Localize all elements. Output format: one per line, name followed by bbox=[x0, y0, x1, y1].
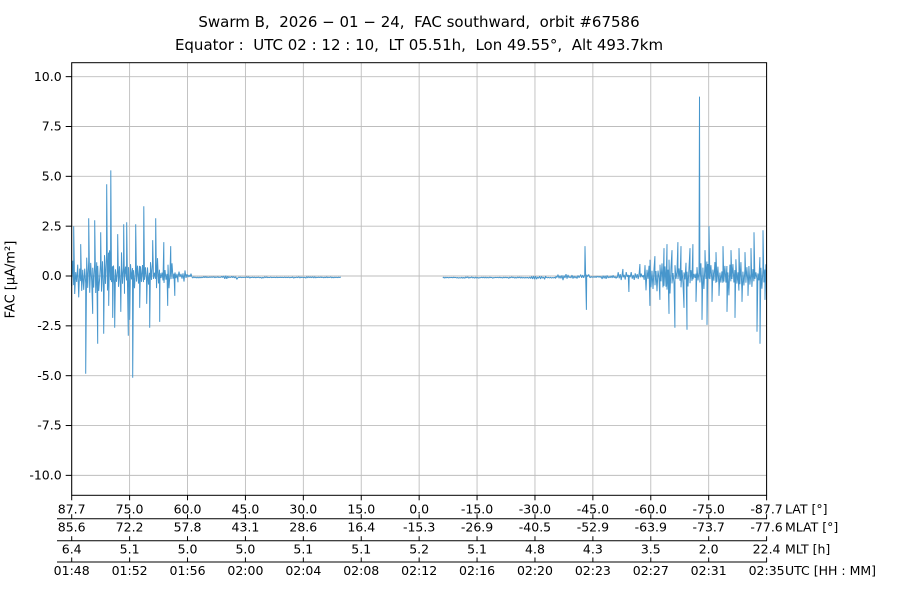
y-tick-label: 2.5 bbox=[42, 218, 62, 233]
x-tick-label-lat: -45.0 bbox=[577, 502, 609, 517]
x-tick-label-mlat: 85.6 bbox=[58, 520, 86, 535]
x-tick-label-mlt: 5.0 bbox=[235, 542, 255, 557]
x-tick-label-lat: 15.0 bbox=[347, 502, 375, 517]
x-tick-label-utc: 02:23 bbox=[575, 563, 611, 578]
y-tick-label: -2.5 bbox=[37, 318, 61, 333]
x-axis-row-name-mlt: MLT [h] bbox=[785, 542, 830, 557]
x-tick-label-lat: -87.7 bbox=[750, 502, 782, 517]
y-tick-label: 0.0 bbox=[42, 268, 62, 283]
y-tick-label: 7.5 bbox=[42, 119, 62, 134]
x-tick-label-utc: 02:35 bbox=[749, 563, 785, 578]
x-tick-label-mlt: 5.1 bbox=[467, 542, 487, 557]
x-tick-label-lat: -30.0 bbox=[519, 502, 551, 517]
x-tick-label-lat: 75.0 bbox=[116, 502, 144, 517]
x-tick-label-utc: 01:48 bbox=[54, 563, 90, 578]
y-tick-label: -10.0 bbox=[29, 468, 61, 483]
x-tick-label-mlat: -15.3 bbox=[403, 520, 435, 535]
x-tick-label-utc: 02:00 bbox=[227, 563, 263, 578]
x-tick-label-lat: -15.0 bbox=[461, 502, 493, 517]
x-tick-label-mlat: 72.2 bbox=[116, 520, 144, 535]
x-tick-label-utc: 02:20 bbox=[517, 563, 553, 578]
x-tick-label-mlt: 5.0 bbox=[178, 542, 198, 557]
x-axis-row-name-mlat: MLAT [°] bbox=[785, 520, 838, 535]
x-tick-label-mlt: 5.1 bbox=[351, 542, 371, 557]
x-tick-label-lat: 60.0 bbox=[174, 502, 202, 517]
x-tick-label-mlat: -26.9 bbox=[461, 520, 493, 535]
x-tick-label-utc: 02:08 bbox=[343, 563, 379, 578]
y-tick-label: 5.0 bbox=[42, 169, 62, 184]
y-tick-label: -5.0 bbox=[37, 368, 61, 383]
x-tick-label-mlat: 43.1 bbox=[232, 520, 260, 535]
x-tick-label-utc: 02:04 bbox=[285, 563, 321, 578]
x-tick-label-mlat: 28.6 bbox=[289, 520, 317, 535]
x-tick-label-utc: 02:16 bbox=[459, 563, 495, 578]
x-tick-label-mlat: 16.4 bbox=[347, 520, 375, 535]
fac-waveform bbox=[71, 170, 342, 378]
x-tick-label-utc: 01:52 bbox=[112, 563, 148, 578]
fac-waveform bbox=[442, 96, 767, 344]
x-tick-label-lat: -60.0 bbox=[635, 502, 667, 517]
x-tick-label-mlat: -63.9 bbox=[635, 520, 667, 535]
x-axis-row-name-lat: LAT [°] bbox=[785, 502, 827, 517]
x-tick-label-mlt: 2.0 bbox=[699, 542, 719, 557]
x-tick-label-mlat: -52.9 bbox=[577, 520, 609, 535]
chart-subtitle: Equator : UTC 02 : 12 : 10, LT 05.51h, L… bbox=[174, 36, 664, 54]
x-tick-label-utc: 02:27 bbox=[633, 563, 669, 578]
x-tick-label-mlt: 6.4 bbox=[62, 542, 82, 557]
x-tick-label-lat: 87.7 bbox=[58, 502, 86, 517]
x-tick-label-lat: 0.0 bbox=[409, 502, 429, 517]
x-tick-label-mlat: -40.5 bbox=[519, 520, 551, 535]
x-tick-label-mlat: -77.6 bbox=[750, 520, 782, 535]
x-tick-label-mlt: 5.2 bbox=[409, 542, 429, 557]
y-tick-label: -7.5 bbox=[37, 418, 61, 433]
x-tick-label-mlt: 3.5 bbox=[641, 542, 661, 557]
x-tick-label-mlt: 5.1 bbox=[120, 542, 140, 557]
x-tick-label-lat: 45.0 bbox=[232, 502, 260, 517]
x-tick-label-utc: 02:12 bbox=[401, 563, 437, 578]
y-tick-label: 10.0 bbox=[34, 69, 62, 84]
x-tick-label-utc: 01:56 bbox=[170, 563, 206, 578]
x-tick-label-mlt: 4.3 bbox=[583, 542, 603, 557]
x-tick-label-mlt: 5.1 bbox=[293, 542, 313, 557]
x-tick-label-lat: 30.0 bbox=[289, 502, 317, 517]
x-tick-label-mlt: 4.8 bbox=[525, 542, 545, 557]
x-axis-row-name-utc: UTC [HH : MM] bbox=[785, 563, 876, 578]
y-axis-label: FAC [µA/m²] bbox=[3, 240, 19, 319]
x-tick-label-utc: 02:31 bbox=[691, 563, 727, 578]
chart-title: Swarm B, 2026 − 01 − 24, FAC southward, … bbox=[198, 13, 640, 31]
x-tick-label-mlat: 57.8 bbox=[174, 520, 202, 535]
x-tick-label-mlat: -73.7 bbox=[693, 520, 725, 535]
x-tick-label-lat: -75.0 bbox=[693, 502, 725, 517]
x-tick-label-mlt: 22.4 bbox=[753, 542, 781, 557]
